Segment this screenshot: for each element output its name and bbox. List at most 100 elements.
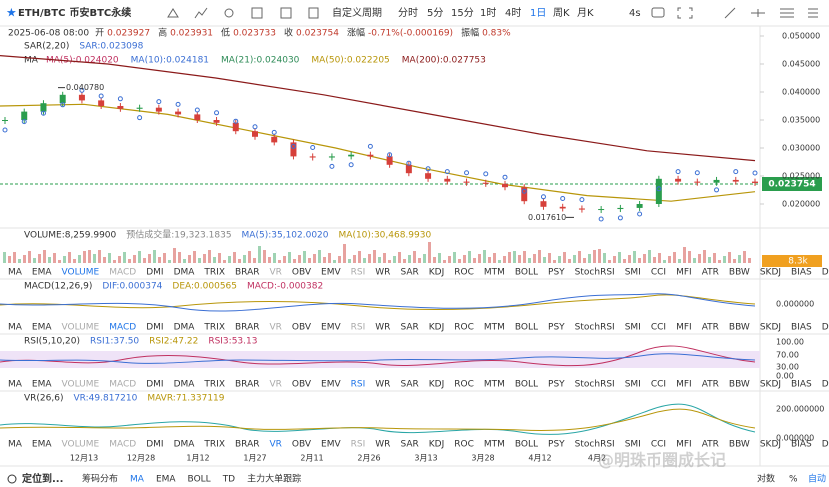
indicator-tab[interactable]: ATR [702, 440, 719, 450]
indicator-tab[interactable]: MTM [484, 380, 505, 390]
indicator-tab[interactable]: EMA [32, 323, 52, 333]
indicator-tab[interactable]: TRIX [203, 323, 225, 333]
indicator-tab[interactable]: BRAR [235, 323, 259, 333]
indicator-tab[interactable]: StochRSI [575, 323, 615, 333]
indicator-tab[interactable]: VOLUME [62, 268, 100, 278]
favorite-star[interactable]: ★ [6, 6, 17, 20]
indicator-tab[interactable]: KDJ [429, 323, 445, 333]
indicator-tab[interactable]: WR [375, 380, 390, 390]
indicator-tab[interactable]: BBW [729, 440, 750, 450]
indicator-tab[interactable]: StochRSI [575, 440, 615, 450]
period-button[interactable]: 15分 [451, 7, 474, 19]
indicator-tab[interactable]: BRAR [235, 380, 259, 390]
indicator-tab[interactable]: ATR [702, 268, 719, 278]
footer-tool[interactable]: TD [222, 475, 235, 485]
indicator-tab[interactable]: BBW [729, 380, 750, 390]
indicator-tab[interactable]: SKDJ [760, 440, 781, 450]
indicator-tab[interactable]: KDJ [429, 380, 445, 390]
indicator-tab[interactable]: PSY [548, 323, 565, 333]
indicator-tab[interactable]: VOLUME [62, 323, 100, 333]
indicator-tab[interactable]: DMA [174, 268, 196, 278]
indicator-tab[interactable]: VR [269, 268, 281, 278]
indicator-tab[interactable]: PSY [548, 268, 565, 278]
indicator-tab[interactable]: PSY [548, 380, 565, 390]
indicator-tab[interactable]: WR [375, 268, 390, 278]
indicator-tab[interactable]: RSI [351, 268, 366, 278]
indicator-tab[interactable]: DPO [822, 268, 829, 278]
indicator-tab[interactable]: MFI [676, 268, 692, 278]
indicator-tab[interactable]: VR [269, 323, 281, 333]
indicator-tab[interactable]: ROC [454, 440, 474, 450]
indicator-tab[interactable]: RSI [351, 323, 366, 333]
locate-input[interactable]: 定位到... [22, 472, 63, 485]
indicator-tab[interactable]: SKDJ [760, 323, 781, 333]
indicator-tab[interactable]: KDJ [429, 440, 445, 450]
indicator-tab[interactable]: BOLL [515, 380, 538, 390]
indicator-tab[interactable]: MA [8, 380, 23, 390]
indicator-tab[interactable]: TRIX [203, 440, 225, 450]
indicator-tab[interactable]: MFI [676, 440, 692, 450]
indicator-tab[interactable]: SKDJ [760, 380, 781, 390]
indicator-tab[interactable]: MACD [109, 380, 136, 390]
indicator-tab[interactable]: RSI [351, 440, 366, 450]
indicator-tab[interactable]: MFI [676, 323, 692, 333]
indicator-tab[interactable]: BOLL [515, 323, 538, 333]
indicator-tab[interactable]: WR [375, 323, 390, 333]
indicator-tab[interactable]: EMV [321, 440, 341, 450]
indicator-tab[interactable]: MTM [484, 323, 505, 333]
period-button[interactable]: 周K [553, 7, 570, 19]
indicator-tab[interactable]: SMI [625, 323, 641, 333]
indicator-tab[interactable]: OBV [292, 380, 312, 390]
indicator-tab[interactable]: EMV [321, 323, 341, 333]
indicator-tab[interactable]: MA [8, 440, 23, 450]
indicator-tab[interactable]: CCI [651, 380, 666, 390]
period-button[interactable]: 1时 [480, 7, 496, 19]
indicator-tab[interactable]: TRIX [203, 268, 225, 278]
indicator-tab[interactable]: ATR [702, 380, 719, 390]
indicator-tab[interactable]: CCI [651, 440, 666, 450]
indicator-tab[interactable]: MTM [484, 268, 505, 278]
footer-option[interactable]: 对数 [757, 473, 775, 485]
toolbar-icons[interactable] [167, 7, 818, 19]
indicator-tab[interactable]: SAR [400, 268, 418, 278]
indicator-tab[interactable]: CCI [651, 323, 666, 333]
indicator-tab[interactable]: SKDJ [760, 268, 781, 278]
indicator-tab[interactable]: DPO [822, 380, 829, 390]
indicator-tab[interactable]: RSI [351, 380, 366, 390]
period-button[interactable]: 4时 [505, 7, 521, 19]
indicator-tab[interactable]: DMA [174, 380, 196, 390]
indicator-tab[interactable]: SAR [400, 380, 418, 390]
indicator-tab[interactable]: DMI [146, 268, 163, 278]
indicator-tab[interactable]: BOLL [515, 440, 538, 450]
footer-option[interactable]: 自动 [808, 473, 826, 485]
footer-option[interactable]: % [789, 475, 798, 485]
indicator-tab[interactable]: SMI [625, 380, 641, 390]
indicator-tab[interactable]: EMA [32, 268, 52, 278]
indicator-tab[interactable]: SAR [400, 440, 418, 450]
indicator-tab[interactable]: MFI [676, 380, 692, 390]
indicator-tab[interactable]: CCI [651, 268, 666, 278]
indicator-tab[interactable]: MACD [109, 268, 136, 278]
footer-tool[interactable]: BOLL [188, 475, 211, 485]
indicator-tab[interactable]: PSY [548, 440, 565, 450]
footer-tool[interactable]: MA [130, 475, 145, 485]
indicator-tab[interactable]: DPO [822, 440, 829, 450]
indicator-tab[interactable]: DMA [174, 440, 196, 450]
indicator-tab[interactable]: BOLL [515, 268, 538, 278]
indicator-tab[interactable]: BRAR [235, 268, 259, 278]
indicator-tab[interactable]: TRIX [203, 380, 225, 390]
indicator-tab[interactable]: EMV [321, 380, 341, 390]
market[interactable]: 币安BTC永续 [69, 6, 131, 19]
refresh-interval[interactable]: 4s [629, 8, 641, 19]
indicator-tab[interactable]: DMA [174, 323, 196, 333]
indicator-tab[interactable]: OBV [292, 440, 312, 450]
indicator-tab[interactable]: KDJ [429, 268, 445, 278]
indicator-tab[interactable]: MACD [109, 440, 136, 450]
indicator-tab[interactable]: BRAR [235, 440, 259, 450]
indicator-tab[interactable]: SMI [625, 440, 641, 450]
indicator-tab[interactable]: DMI [146, 440, 163, 450]
indicator-tab[interactable]: BBW [729, 323, 750, 333]
indicator-tab[interactable]: SAR [400, 323, 418, 333]
footer-tool[interactable]: 筹码分布 [82, 473, 118, 485]
indicator-tab[interactable]: WR [375, 440, 390, 450]
